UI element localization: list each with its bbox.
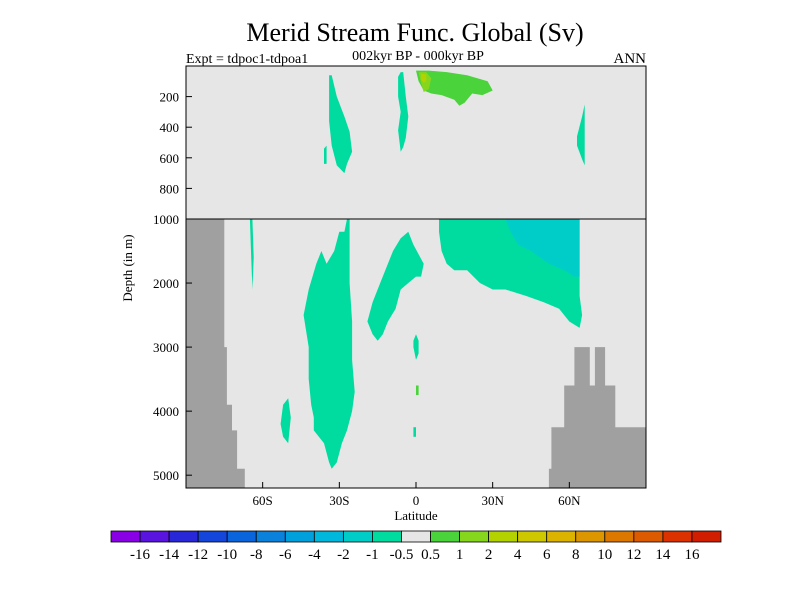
x-tick-label: 0 [413,493,420,508]
colorbar-label: -0.5 [390,547,414,563]
colorbar-label: -6 [279,547,292,563]
colorbar-swatch [168,530,199,543]
colorbar-label: 12 [626,547,641,563]
x-tick-label: 60N [558,493,581,508]
colorbar-swatch [633,530,664,543]
y-tick-label: 1000 [153,212,179,227]
colorbar-swatch [662,530,693,543]
y-tick-label: 600 [160,151,180,166]
colorbar-swatch [255,530,286,543]
colorbar-label: 14 [655,547,671,563]
colorbar-swatch [197,530,228,543]
colorbar-label: 2 [485,547,493,563]
colorbar-swatch [139,530,170,543]
y-tick-label: 3000 [153,340,179,355]
colorbar-label: -2 [337,547,350,563]
colorbar-label: 6 [543,547,551,563]
colorbar-label: 4 [514,547,522,563]
colorbar-swatch [372,530,402,543]
x-tick-label: 60S [253,493,273,508]
region-neg_cell_deep_eq [367,231,424,341]
colorbar-label: 8 [572,547,580,563]
colorbar-label: 10 [597,547,612,563]
colorbar-swatch [313,530,344,543]
x-tick-label: 30N [481,493,504,508]
region-neg_spot_deep [413,427,416,437]
y-tick-label: 4000 [153,404,179,419]
region-neg_cell_deep_eq_small [413,334,419,360]
colorbar-label: 0.5 [421,547,440,563]
y-tick-label: 2000 [153,276,179,291]
colorbar-label: 16 [684,547,700,563]
y-tick-label: 400 [160,120,180,135]
season-label: ANN [614,51,647,67]
colorbar-swatch [401,530,431,543]
x-tick-label: 30S [329,493,349,508]
region-neg_cell_deep_left [303,219,355,469]
period-label: 002kyr BP - 000kyr BP [352,49,484,64]
colorbar-label: -8 [250,547,263,563]
lower-panel [185,218,647,489]
region-neg_cell_upper_eq [398,72,409,152]
colorbar: -16 -14 -12 -10 -8 -6 -4 -2 -1 -0.5 0.5 1 2 4 6 8 10 12 14… [110,530,722,563]
y-tick-label: 200 [160,90,180,105]
colorbar-swatch [342,530,373,543]
colorbar-label: -10 [217,547,237,563]
x-axis-label: Latitude [394,508,438,523]
region-neg_cell_deep_lower_left [280,398,291,444]
region-neg_cell_deep_narrow [249,219,254,290]
region-neg_cell_upper_left [329,75,353,174]
colorbar-label: -16 [130,547,150,563]
colorbar-label: -4 [308,547,321,563]
colorbar-swatch [459,530,490,543]
region-pos_cell_upper_north [416,70,493,106]
colorbar-swatch [517,530,548,543]
colorbar-swatch [575,530,606,543]
colorbar-swatch [604,530,635,543]
expt-label: Expt = tdpoc1-tdpoa1 [186,52,308,67]
region-neg_core_deep_north [505,219,580,277]
colorbar-swatch [488,530,519,543]
region-neg_cell_upper_narrow [324,145,327,164]
colorbar-swatch [226,530,257,543]
colorbar-label: 1 [456,547,464,563]
upper-panel-background [186,66,646,219]
land-north_sill [548,347,646,488]
colorbar-swatch [430,530,460,543]
land-antarctic_shelf [186,219,245,488]
colorbar-label: -14 [159,547,179,563]
colorbar-label: -12 [188,547,208,563]
y-axis-label: Depth (in m) [120,234,135,301]
y-tick-label: 800 [160,181,180,196]
region-pos_peak_upper [421,73,427,83]
region-neg_cell_upper_60n [577,104,585,166]
colorbar-swatch [110,530,141,543]
y-tick-label: 5000 [153,468,179,483]
colorbar-swatch [691,530,722,543]
colorbar-label: -1 [366,547,379,563]
upper-panel [185,65,647,220]
chart-title: Merid Stream Func. Global (Sv) [246,18,583,47]
colorbar-swatch [546,530,577,543]
colorbar-swatch [284,530,315,543]
region-pos_spot_deep [416,385,419,396]
